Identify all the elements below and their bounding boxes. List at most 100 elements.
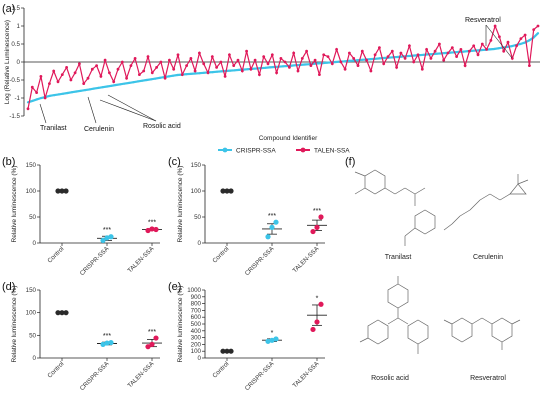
- series-point-crispr-ssa: [471, 49, 474, 52]
- series-point-talen-ssa: [253, 58, 257, 62]
- series-point-crispr-ssa: [66, 91, 69, 95]
- series-point-talen-ssa: [519, 37, 523, 40]
- series-point-talen-ssa: [326, 55, 330, 58]
- legend-a: Compound Identifier CRISPR-SSA TALEN-SSA: [218, 135, 350, 155]
- panel-d-chart: 0 50 100 150 Relative luminescence (%) Contro…: [11, 286, 162, 392]
- panel-b-y-tick-label: 50: [29, 214, 36, 221]
- series-point-crispr-ssa: [497, 47, 500, 50]
- panel-d-point: [104, 340, 110, 346]
- panel-a-y-tick-label: 1.5: [11, 5, 20, 12]
- series-point-crispr-ssa: [317, 62, 320, 65]
- series-point-crispr-ssa: [145, 78, 148, 82]
- series-point-talen-ssa: [223, 75, 227, 78]
- series-point-talen-ssa: [360, 49, 364, 53]
- panel-d-x-tick-label: CRISPR-SSA: [79, 360, 111, 392]
- panel-e-significance: *: [271, 330, 274, 337]
- panel-a-letter: (a): [2, 3, 15, 15]
- panel-e-point: [228, 348, 234, 354]
- panel-b-letter: (b): [2, 156, 15, 168]
- panel-d-point: [63, 310, 69, 316]
- panel-e-point: [314, 319, 320, 325]
- panel-c-significance: ***: [268, 213, 276, 220]
- series-point-crispr-ssa: [70, 91, 74, 94]
- series-point-crispr-ssa: [189, 72, 192, 75]
- panel-c-x-tick-label: Control: [211, 245, 230, 264]
- series-point-talen-ssa: [339, 60, 343, 64]
- panel-f-letter: (f): [345, 156, 355, 168]
- series-point-crispr-ssa: [211, 71, 214, 74]
- series-point-crispr-ssa: [343, 60, 346, 63]
- label-resveratrol: Resveratrol: [470, 375, 506, 382]
- panel-e-y-tick-label: 500: [191, 321, 202, 328]
- panel-e-point: [318, 301, 324, 307]
- series-point-crispr-ssa: [334, 60, 337, 64]
- series-point-talen-ssa: [399, 51, 403, 55]
- series-line-talen-ssa: [27, 24, 539, 109]
- series-point-crispr-ssa: [290, 64, 293, 67]
- panel-d-point: [108, 339, 114, 346]
- series-point-talen-ssa: [506, 40, 510, 44]
- panel-e-chart: 01002003004005006007008009001000Relative…: [177, 286, 327, 392]
- series-point-crispr-ssa: [31, 99, 34, 102]
- panel-c-point: [228, 188, 234, 194]
- panel-e-y-tick-label: 300: [191, 335, 202, 342]
- series-point-talen-ssa: [245, 49, 249, 53]
- series-point-crispr-ssa: [536, 32, 540, 35]
- series-point-crispr-ssa: [510, 45, 513, 48]
- series-point-talen-ssa: [438, 42, 441, 46]
- series-point-crispr-ssa: [444, 51, 447, 55]
- series-point-crispr-ssa: [361, 58, 364, 61]
- series-point-crispr-ssa: [62, 92, 65, 95]
- label-tranilast: Tranilast: [385, 254, 412, 261]
- series-point-crispr-ssa: [172, 74, 175, 77]
- panel-d-y-tick-label: 100: [26, 310, 37, 317]
- panel-e-y-tick-label: 200: [191, 341, 202, 348]
- panel-b-y-tick-label: 150: [26, 162, 37, 169]
- series-point-crispr-ssa: [53, 94, 56, 97]
- panel-c-point: [318, 214, 324, 220]
- panel-e-significance: *: [316, 295, 319, 302]
- panel-c-y-tick-label: 50: [194, 214, 201, 221]
- series-point-talen-ssa: [168, 58, 171, 62]
- series-point-talen-ssa: [180, 73, 184, 76]
- panel-e-letter: (e): [168, 281, 181, 293]
- panel-d-point: [145, 344, 151, 350]
- series-point-crispr-ssa: [347, 59, 350, 63]
- series-point-talen-ssa: [262, 55, 266, 58]
- series-point-crispr-ssa: [488, 48, 491, 51]
- panel-e-point: [224, 348, 230, 354]
- series-point-crispr-ssa: [194, 72, 197, 75]
- panel-d-ylabel: Relative luminescence (%): [11, 286, 18, 363]
- panel-c-point: [310, 228, 316, 235]
- series-point-talen-ssa: [112, 80, 116, 84]
- series-point-crispr-ssa: [110, 84, 113, 87]
- series-point-talen-ssa: [365, 58, 368, 62]
- panel-c-letter: (c): [168, 156, 181, 168]
- panel-c-y-tick-label: 0: [198, 240, 202, 247]
- series-point-talen-ssa: [206, 71, 210, 75]
- series-point-talen-ssa: [86, 76, 90, 80]
- series-point-talen-ssa: [335, 48, 338, 51]
- series-point-talen-ssa: [185, 64, 189, 67]
- panel-c-x-tick-label: CRISPR-SSA: [244, 245, 276, 277]
- series-point-crispr-ssa: [26, 101, 30, 104]
- series-point-talen-ssa: [90, 67, 94, 71]
- panel-c-x-tick-label: TALEN-SSA: [291, 245, 321, 275]
- series-point-talen-ssa: [416, 53, 420, 57]
- series-point-crispr-ssa: [396, 55, 399, 59]
- series-point-talen-ssa: [442, 58, 446, 62]
- series-point-talen-ssa: [433, 49, 437, 53]
- panel-b-y-tick-label: 0: [33, 240, 37, 247]
- series-point-talen-ssa: [536, 24, 540, 28]
- panel-e-y-tick-label: 900: [191, 294, 202, 301]
- series-point-talen-ssa: [476, 53, 480, 57]
- panel-c-point: [224, 188, 230, 194]
- panel-a-y-tick-label: 1: [17, 23, 21, 30]
- series-point-talen-ssa: [155, 66, 159, 69]
- panel-c-y-tick-label: 150: [191, 162, 202, 169]
- series-point-talen-ssa: [523, 33, 527, 37]
- series-point-talen-ssa: [386, 55, 390, 58]
- series-point-talen-ssa: [352, 57, 356, 60]
- series-point-talen-ssa: [172, 67, 176, 71]
- series-point-talen-ssa: [382, 62, 386, 66]
